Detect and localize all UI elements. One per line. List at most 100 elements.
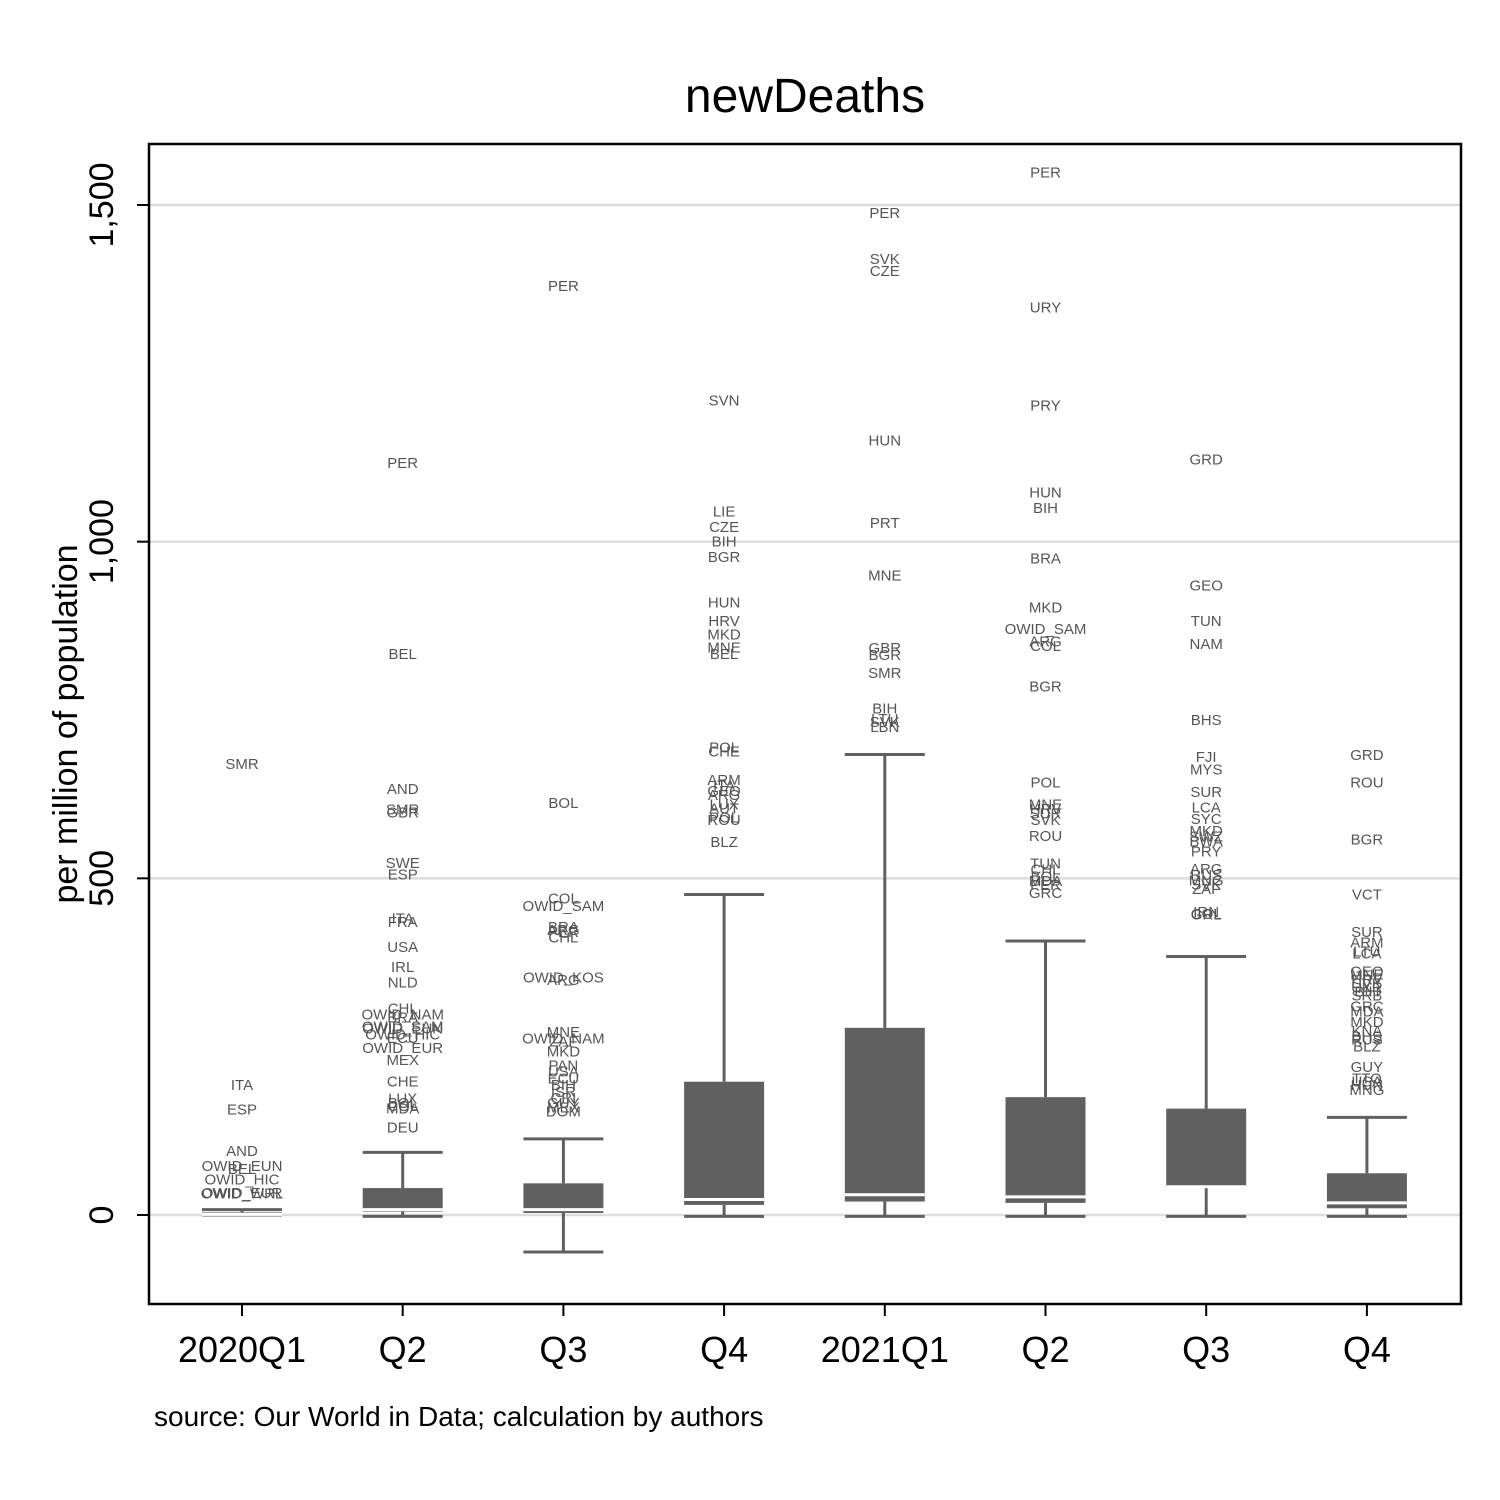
outlier-label-1-25: MDA [386,1101,419,1118]
outlier-label-1-11: NLD [388,975,418,992]
outlier-label-3-13: ITA [713,777,735,794]
outlier-label-3-4: BGR [708,549,741,566]
outlier-label-3-2: CZE [709,519,739,536]
outlier-label-3-20: BLZ [710,834,738,851]
outlier-label-2-19: CRI [550,1090,576,1107]
outlier-label-1-4: GBR [386,804,419,821]
outlier-label-2-20: GUY [547,1095,580,1112]
outlier-label-1-20: MEX [386,1052,419,1069]
outlier-label-3-10: POL [709,740,739,757]
outlier-label-1-0: PER [387,455,418,472]
outlier-label-7-5: ARM [1350,934,1383,951]
x-tick-label-7: Q4 [1343,1329,1391,1370]
outlier-label-1-8: FRA [388,914,418,931]
outlier-label-3-17: AUT [709,800,739,817]
source-note: source: Our World in Data; calculation b… [154,1401,764,1432]
box-4 [844,752,925,1218]
outlier-label-7-25: HUN [1351,1077,1384,1094]
x-tick-label-1: Q2 [379,1329,427,1370]
outlier-label-2-15: USA [548,1064,579,1081]
x-tick-label-2: Q3 [539,1329,587,1370]
outlier-label-2-13: MKD [547,1043,581,1060]
outlier-label-7-21: BLZ [1353,1039,1381,1056]
outlier-label-6-13: PRY [1191,843,1222,860]
y-axis-label: per million of population [47,544,85,903]
outlier-label-5-18: CHL [1030,862,1060,879]
outlier-label-5-6: MKD [1029,600,1063,617]
outlier-label-2-12: ZAF [549,1033,577,1050]
outlier-label-3-18: ROU [707,812,740,829]
outlier-label-5-21: PER [1030,877,1061,894]
plot-frame [147,142,1463,1306]
outlier-label-7-13: BIH [1354,983,1379,1000]
box-2 [523,1137,604,1254]
outlier-label-7-23: TTO [1352,1070,1382,1087]
x-tick-label-3: Q4 [700,1329,748,1370]
outlier-label-1-7: ITA [392,911,414,928]
outlier-label-1-14: BRA [387,1010,418,1027]
outlier-label-7-16: MDA [1350,1004,1383,1021]
outlier-label-5-19: BOL [1030,868,1060,885]
outlier-label-2-4: BRA [548,919,579,936]
outlier-label-7-6: LTU [1353,944,1380,961]
box-body-5 [1005,1097,1086,1203]
box-5 [1005,939,1086,1218]
x-tick-label-6: Q3 [1182,1329,1230,1370]
outlier-label-7-24: USA [1351,1074,1382,1091]
outlier-label-5-17: TUN [1030,856,1061,873]
outlier-label-3-11: CHE [708,744,740,761]
box-3 [684,892,765,1218]
outlier-label-2-8: OWID_KOS [523,969,604,986]
outlier-label-0-1: ITA [231,1077,253,1094]
x-tick-label-4: 2021Q1 [821,1329,949,1370]
outlier-label-5-13: HRV [1030,801,1061,818]
outlier-label-2-1: BOL [548,795,578,812]
outlier-label-7-17: MKD [1350,1014,1384,1031]
outlier-label-7-11: SVK [1352,975,1382,992]
outlier-label-7-1: ROU [1350,775,1383,792]
outlier-label-7-0: GRD [1350,747,1384,764]
outlier-label-5-16: ROU [1029,828,1062,845]
outlier-label-6-11: SWZ [1190,829,1223,846]
outlier-label-6-2: TUN [1191,613,1222,630]
outlier-label-6-17: SVK [1191,876,1221,893]
outlier-label-4-9: BIH [872,701,897,718]
box-plots [202,752,1407,1254]
outlier-label-6-4: BHS [1191,712,1222,729]
y-tick-label-1: 500 [83,850,121,907]
outlier-label-0-5: BEL [228,1161,256,1178]
outlier-label-7-7: LCA [1352,946,1381,963]
outlier-label-5-3: HUN [1029,485,1062,502]
outlier-label-3-1: LIE [713,503,736,520]
outlier-label-2-14: PAN [549,1058,579,1075]
outlier-label-5-7: OWID_SAM [1005,621,1087,638]
outlier-label-2-16: ECU [548,1070,580,1087]
outlier-label-6-6: MYS [1190,761,1223,778]
outlier-label-7-9: MNE [1350,967,1383,984]
box-0 [202,1208,282,1217]
outlier-label-3-5: HUN [708,594,741,611]
outlier-label-6-15: RUS [1190,867,1222,884]
outlier-label-1-5: SWE [386,855,420,872]
box-body-4 [844,1027,925,1202]
box-body-6 [1166,1108,1247,1189]
outlier-label-0-0: SMR [225,756,259,773]
outlier-label-3-19: POL [709,810,739,827]
outlier-label-5-14: SUR [1030,806,1062,823]
outlier-label-1-18: ECU [387,1030,419,1047]
outlier-label-6-5: FJI [1196,749,1217,766]
outlier-label-2-6: PER [548,924,579,941]
outlier-label-6-9: SYC [1191,811,1222,828]
outlier-label-7-2: BGR [1351,831,1384,848]
outlier-label-6-19: IRN [1193,904,1219,921]
outlier-label-6-3: NAM [1190,636,1223,653]
outlier-label-5-15: SVK [1030,812,1060,829]
outlier-label-5-4: BIH [1033,500,1058,517]
outlier-label-5-0: PER [1030,165,1061,182]
outlier-label-4-6: GBR [869,640,902,657]
outlier-label-2-3: OWID_SAM [523,898,605,915]
outlier-label-6-10: MKD [1190,823,1224,840]
outlier-label-1-17: OWID_HIC [365,1027,440,1044]
outlier-label-7-4: SUR [1351,924,1383,941]
